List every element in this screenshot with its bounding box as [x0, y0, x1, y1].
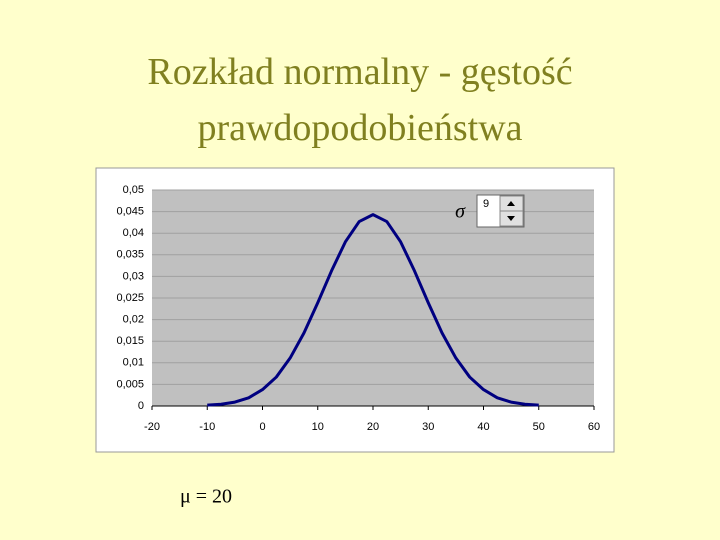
- x-tick-label: 40: [477, 421, 489, 433]
- y-tick-label: 0,04: [123, 227, 144, 239]
- y-tick-label: 0,005: [116, 378, 144, 390]
- y-tick-label: 0,015: [116, 335, 144, 347]
- slide-title: Rozkład normalny - gęstość prawdopodobie…: [147, 51, 573, 149]
- arrow-up: [507, 201, 515, 206]
- y-tick-label: 0,01: [123, 357, 144, 369]
- arrow-down: [507, 216, 515, 221]
- spinner-value: 9: [483, 198, 489, 210]
- x-tick-label: 10: [312, 421, 324, 433]
- line: [207, 213, 539, 407]
- mu-label: μ = 20: [180, 486, 232, 508]
- y-tick-label: 0,02: [123, 314, 144, 326]
- x-tick-label: 0: [259, 421, 265, 433]
- x-tick-label: 60: [588, 421, 600, 433]
- x-tick-label: -20: [144, 421, 160, 433]
- x-tick-label: 50: [533, 421, 545, 433]
- x-tick-label: 20: [367, 421, 379, 433]
- x-tick-label: 30: [422, 421, 434, 433]
- sigma-label: σ: [455, 201, 466, 223]
- y-tick-label: 0,05: [123, 184, 144, 196]
- y-tick-label: 0,025: [116, 292, 144, 304]
- x-tick-label: -10: [199, 421, 215, 433]
- y-tick-label: 0: [138, 400, 144, 412]
- y-tick-label: 0,03: [123, 270, 144, 282]
- y-tick-label: 0,035: [116, 249, 144, 261]
- y-tick-label: 0,045: [116, 206, 144, 218]
